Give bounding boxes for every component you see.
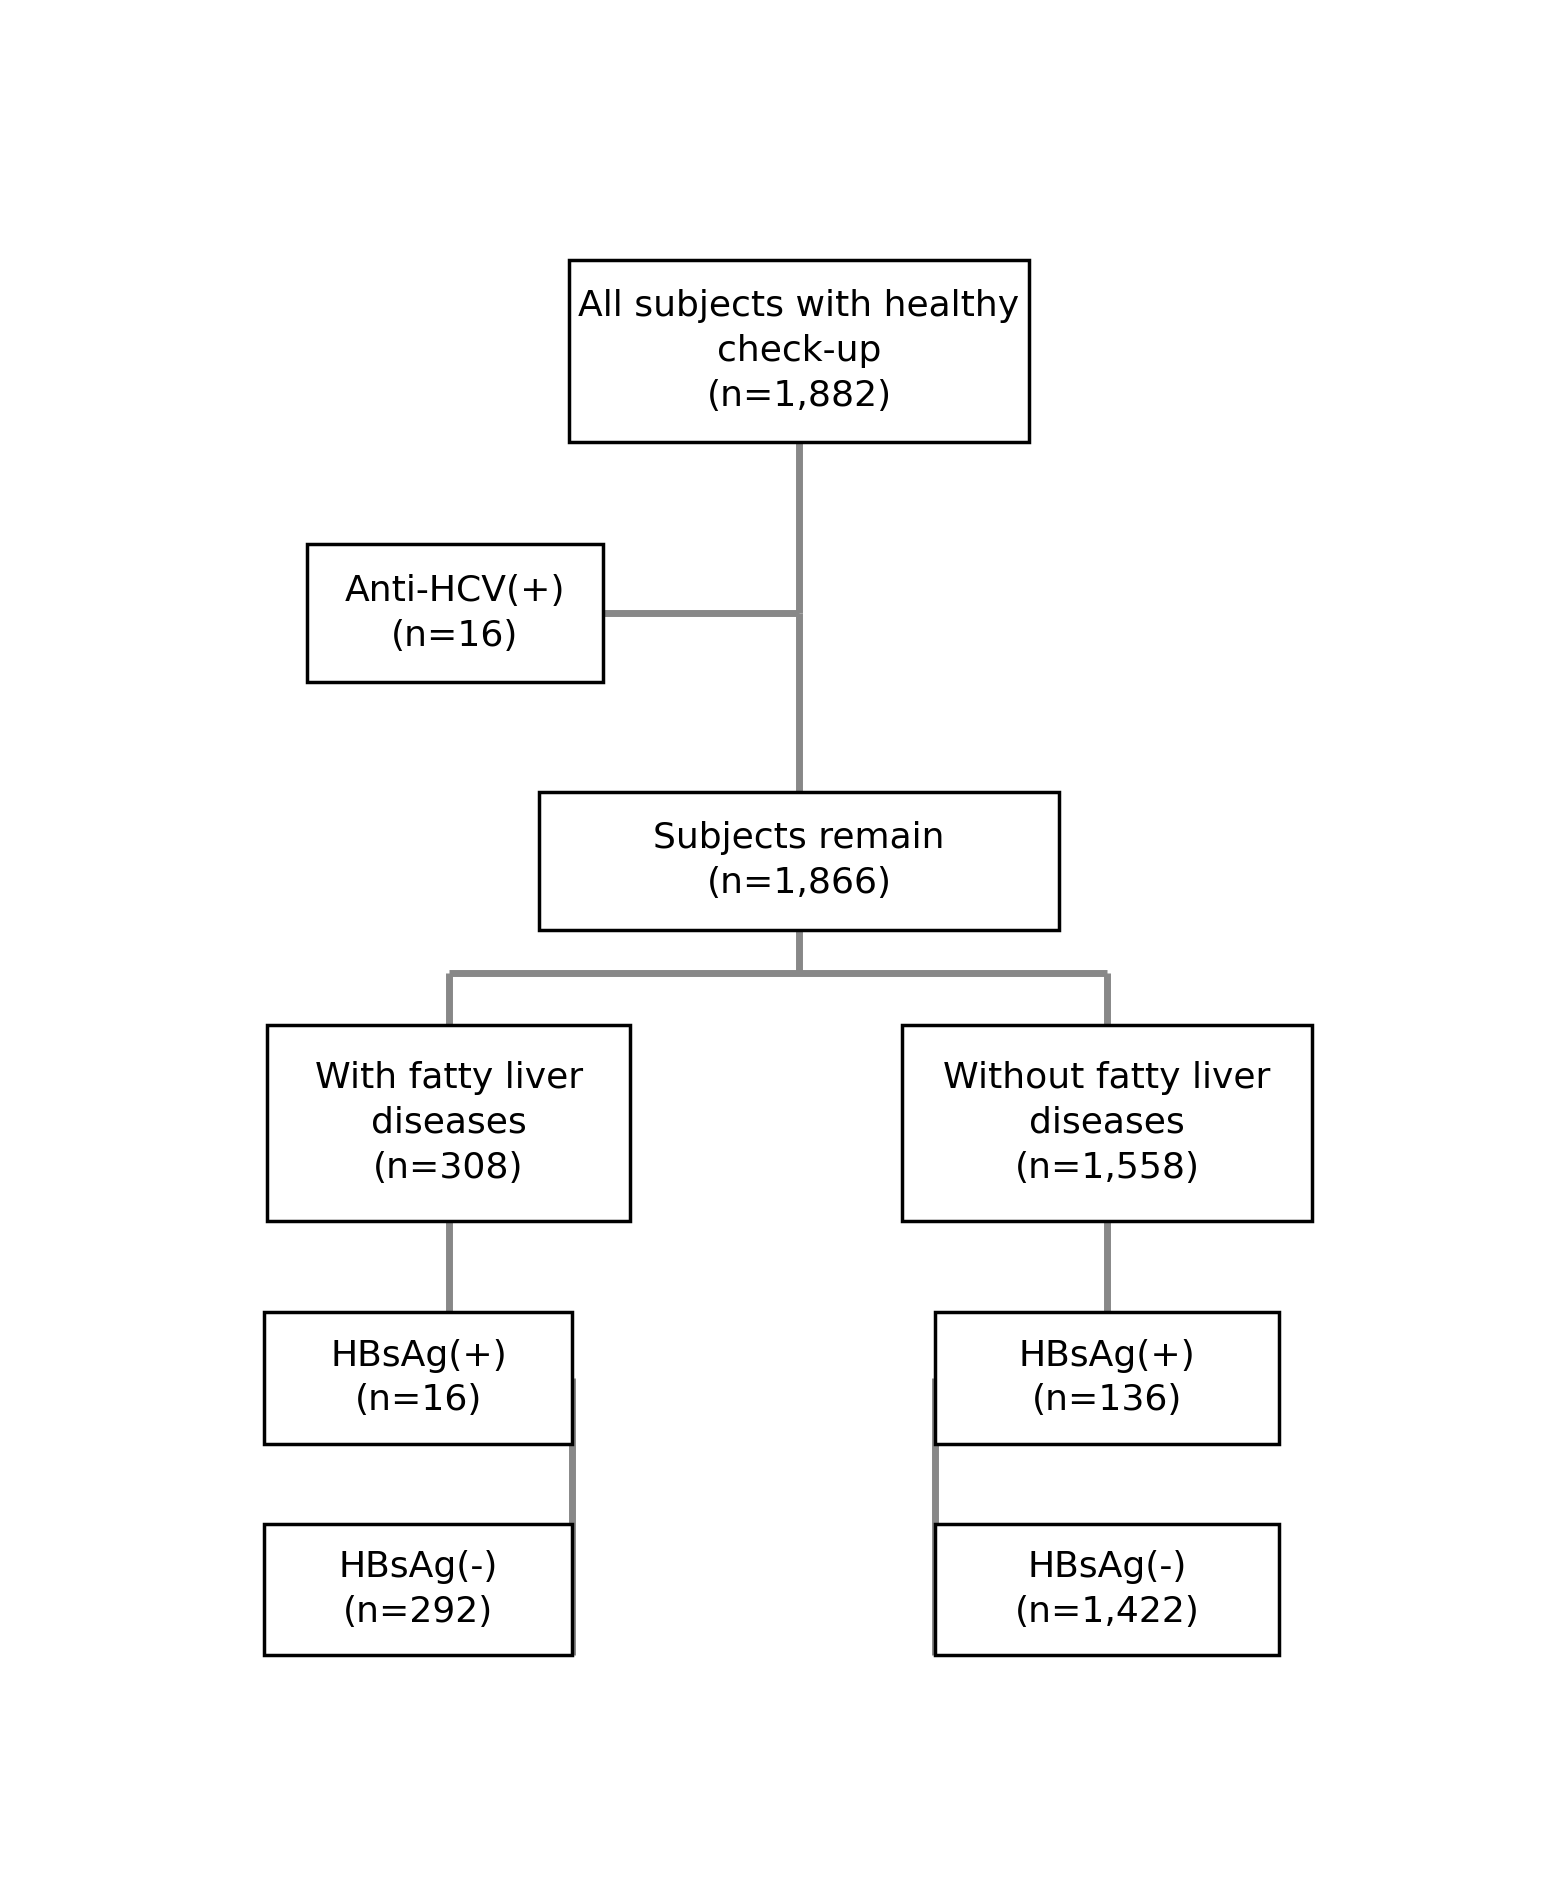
- Text: HBsAg(-)
(n=1,422): HBsAg(-) (n=1,422): [1015, 1550, 1199, 1629]
- FancyBboxPatch shape: [569, 259, 1029, 443]
- Text: With fatty liver
diseases
(n=308): With fatty liver diseases (n=308): [315, 1061, 583, 1184]
- Text: Anti-HCV(+)
(n=16): Anti-HCV(+) (n=16): [345, 573, 564, 653]
- FancyBboxPatch shape: [268, 1025, 630, 1222]
- Text: HBsAg(+)
(n=136): HBsAg(+) (n=136): [1018, 1338, 1196, 1417]
- FancyBboxPatch shape: [265, 1523, 572, 1656]
- FancyBboxPatch shape: [265, 1313, 572, 1444]
- FancyBboxPatch shape: [307, 543, 603, 683]
- FancyBboxPatch shape: [935, 1313, 1280, 1444]
- FancyBboxPatch shape: [539, 791, 1059, 931]
- Text: HBsAg(+)
(n=16): HBsAg(+) (n=16): [331, 1338, 507, 1417]
- Text: Without fatty liver
diseases
(n=1,558): Without fatty liver diseases (n=1,558): [943, 1061, 1271, 1184]
- Text: Subjects remain
(n=1,866): Subjects remain (n=1,866): [653, 821, 945, 901]
- Text: All subjects with healthy
check-up
(n=1,882): All subjects with healthy check-up (n=1,…: [578, 289, 1020, 412]
- FancyBboxPatch shape: [901, 1025, 1313, 1222]
- FancyBboxPatch shape: [935, 1523, 1280, 1656]
- Text: HBsAg(-)
(n=292): HBsAg(-) (n=292): [338, 1550, 497, 1629]
